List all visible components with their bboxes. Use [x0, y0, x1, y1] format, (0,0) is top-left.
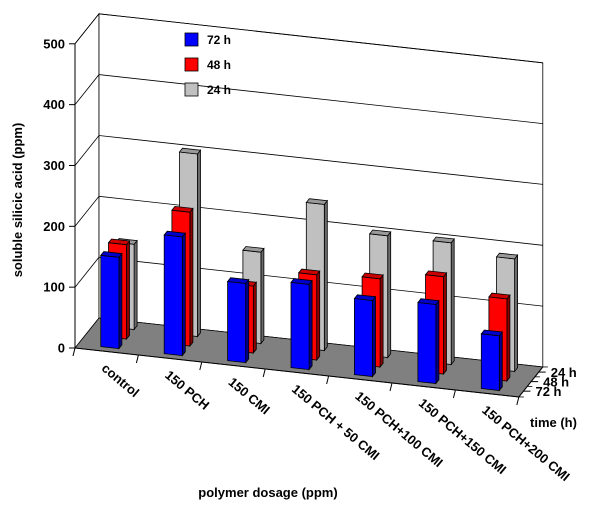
depth-tick-label: 24 h	[551, 365, 577, 380]
bar	[290, 278, 313, 371]
bar-side	[323, 199, 328, 352]
bar-side	[260, 247, 265, 345]
x-tick-mark	[389, 382, 393, 392]
x-axis-title: polymer dosage (ppm)	[198, 485, 337, 500]
gridline-100	[74, 256, 543, 307]
bar-side	[252, 281, 257, 355]
y-axis-title: soluble silicic acid (ppm)	[10, 123, 25, 278]
bar-front	[417, 302, 437, 384]
x-tick-label: 150 PCH	[162, 367, 212, 412]
bar-top	[424, 270, 448, 278]
legend-item: 72 h	[184, 32, 231, 47]
bar-side	[118, 252, 123, 350]
bar-front	[353, 298, 373, 377]
bar-top	[100, 251, 123, 258]
bar-side	[372, 295, 376, 378]
x-tick-mark	[135, 354, 139, 364]
bar-side	[379, 273, 384, 369]
legend-swatch	[184, 32, 199, 47]
bar	[100, 251, 123, 350]
bar	[480, 329, 504, 392]
x-tick-mark	[262, 368, 266, 378]
bar-side	[245, 278, 250, 364]
bar-top	[290, 278, 313, 285]
bar-side	[316, 269, 321, 362]
legend: 72 h 48 h 24 h	[184, 32, 231, 97]
bar-top	[495, 252, 519, 260]
legend-label: 48 h	[207, 58, 231, 72]
bar-side	[197, 149, 201, 338]
y-tick-label: 400	[43, 97, 65, 112]
bar-top	[305, 198, 329, 205]
bar-top	[178, 147, 202, 155]
legend-label: 24 h	[207, 83, 231, 97]
bar-side	[181, 232, 186, 357]
legend-label: 72 h	[207, 33, 231, 47]
bar-top	[488, 292, 511, 300]
x-tick-mark	[199, 361, 203, 371]
bar-side	[498, 330, 503, 392]
y-tick-label: 200	[43, 219, 65, 234]
x-tick-mark	[452, 389, 456, 399]
bar	[417, 298, 440, 385]
bar-front	[163, 234, 183, 357]
axes	[69, 43, 548, 406]
gridline-500	[74, 13, 543, 64]
left-wall	[74, 12, 100, 350]
bar-top	[417, 298, 440, 305]
bar-top	[432, 236, 455, 244]
gridline-200	[74, 195, 543, 246]
bar-side	[450, 237, 455, 366]
depth-axis-title: time (h)	[530, 415, 577, 430]
bar-front	[290, 281, 310, 371]
depth-tick-label: 48 h	[543, 375, 569, 390]
bar-front	[100, 254, 120, 350]
bar-side	[126, 239, 130, 341]
bar-side	[443, 271, 447, 376]
gridline-400	[74, 74, 543, 124]
legend-swatch	[184, 57, 199, 72]
x-tick-mark	[516, 396, 520, 406]
bar-top	[242, 246, 265, 253]
bar-top	[163, 230, 187, 238]
bar-front	[227, 281, 247, 364]
bar	[163, 230, 187, 357]
bar-side	[506, 293, 511, 383]
y-tick-label: 500	[43, 36, 65, 51]
bar-top	[368, 229, 392, 237]
gridlines	[74, 13, 543, 307]
x-axis-line	[74, 347, 519, 398]
bar-top	[107, 238, 131, 246]
bar-side	[133, 239, 138, 331]
bar-side	[189, 207, 194, 348]
bar-top	[171, 205, 194, 213]
y-tick-label: 100	[43, 280, 65, 295]
legend-item: 24 h	[184, 82, 231, 97]
bar-side	[514, 253, 518, 373]
x-tick-mark	[72, 347, 76, 357]
bar-side	[435, 299, 440, 385]
bar	[353, 294, 377, 378]
x-tick-label: 150 CMI	[226, 374, 273, 417]
legend-item: 48 h	[184, 57, 231, 72]
y-tick-label: 300	[43, 158, 65, 173]
legend-swatch	[184, 82, 199, 97]
bar-front	[480, 333, 500, 391]
bar-top	[297, 268, 321, 276]
bar-top	[353, 294, 377, 301]
gridline-300	[74, 135, 543, 185]
bar-side	[387, 230, 392, 359]
depth-tick-label: 72 h	[535, 384, 561, 399]
bar-side	[308, 279, 313, 371]
bars	[100, 147, 519, 392]
bar	[226, 277, 250, 364]
x-tick-mark	[326, 375, 330, 385]
bar-top	[361, 272, 384, 280]
y-tick-label: 0	[58, 341, 65, 356]
bar-top	[480, 329, 504, 337]
bar-top	[226, 277, 250, 284]
x-tick-label: control	[99, 360, 142, 400]
